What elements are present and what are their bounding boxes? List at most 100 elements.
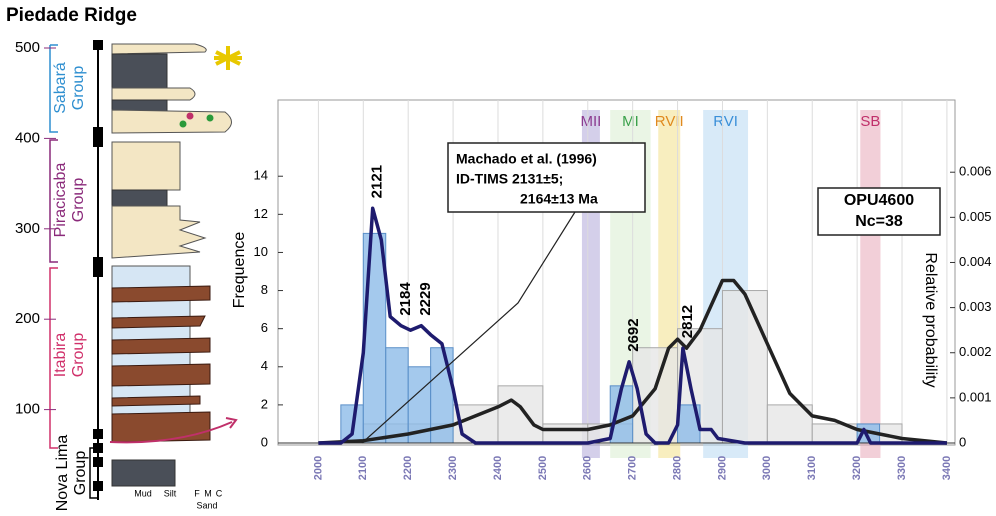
group-label: Group xyxy=(70,178,87,223)
layer xyxy=(111,87,196,101)
reference-text: ID-TIMS 2131±5; xyxy=(456,171,563,187)
y-tick-label: 4 xyxy=(261,358,268,373)
group-label: Piracicaba xyxy=(52,163,69,238)
layer xyxy=(111,141,181,191)
layer xyxy=(111,189,168,207)
clast xyxy=(186,112,194,120)
grain-label: F xyxy=(194,488,200,498)
band-label: RVII xyxy=(655,113,684,130)
group-label: Group xyxy=(70,333,87,378)
y-tick-label: 6 xyxy=(261,320,268,335)
y-tick-label: 0 xyxy=(261,434,268,449)
column-tick-label: 500 xyxy=(15,39,40,56)
y-tick-label: 10 xyxy=(254,244,268,259)
boundary-marker xyxy=(93,137,103,147)
layer xyxy=(111,53,168,89)
clast xyxy=(179,120,187,128)
x-tick-label: 2600 xyxy=(582,456,594,480)
leader-line xyxy=(361,211,576,444)
y2-tick-label: 0.006 xyxy=(959,164,992,179)
boundary-marker xyxy=(93,257,103,267)
band-label: RVI xyxy=(713,113,738,130)
x-tick-label: 3300 xyxy=(896,456,908,480)
grain-label: Silt xyxy=(164,488,177,498)
peak-label: 2812 xyxy=(679,305,696,338)
column-tick-label: 100 xyxy=(15,401,40,418)
histogram-bar xyxy=(721,290,768,444)
boundary-marker xyxy=(93,40,103,50)
boundary-marker xyxy=(93,127,103,137)
iron-formation xyxy=(111,285,211,443)
peak-label: 2229 xyxy=(417,282,434,315)
probability-curve xyxy=(318,206,947,445)
star xyxy=(214,46,242,70)
histogram-bar xyxy=(385,347,409,444)
x-tick-label: 3000 xyxy=(761,456,773,480)
x-tick-label: 2000 xyxy=(312,456,324,480)
group-label: Group xyxy=(70,66,87,111)
y-axis-title: Frequence xyxy=(231,232,248,309)
column-tick-label: 300 xyxy=(15,220,40,237)
y2-tick-label: 0.001 xyxy=(959,389,992,404)
band-label: MI xyxy=(622,113,639,130)
y-tick-label: 12 xyxy=(254,206,268,221)
boundary-marker xyxy=(93,443,103,453)
y-tick-label: 14 xyxy=(254,168,268,183)
y-tick-label: 2 xyxy=(261,396,268,411)
boundary-marker xyxy=(93,429,103,439)
peak-label: 2121 xyxy=(369,165,386,198)
boundary-marker xyxy=(93,481,103,491)
column-tick-label: 200 xyxy=(15,310,40,327)
histogram-bar xyxy=(497,385,544,444)
strat-column xyxy=(49,43,242,500)
y2-tick-label: 0 xyxy=(959,434,966,449)
group-label: Sabará xyxy=(52,62,69,114)
reference-box xyxy=(447,142,646,213)
histogram-bar xyxy=(766,404,813,444)
grain-label: Mud xyxy=(134,488,152,498)
boundary-marker xyxy=(93,267,103,277)
reference-text: Machado et al. (1996) xyxy=(456,151,597,167)
histogram-bar xyxy=(542,423,589,444)
y2-tick-label: 0.002 xyxy=(959,344,992,359)
group-bracket xyxy=(49,44,58,133)
layer xyxy=(111,109,232,134)
x-tick-label: 3100 xyxy=(806,456,818,480)
probability-curve xyxy=(318,278,948,445)
grain-label: M xyxy=(204,488,212,498)
x-tick-label: 2300 xyxy=(447,456,459,480)
group-label: Itabira xyxy=(52,333,69,378)
sample-text: Nc=38 xyxy=(855,213,903,230)
x-tick-label: 2500 xyxy=(537,456,549,480)
sample-text: OPU4600 xyxy=(844,192,914,209)
reference-band xyxy=(860,110,881,458)
band-label: SB xyxy=(860,113,880,130)
x-tick-label: 2100 xyxy=(357,456,369,480)
x-tick-label: 2800 xyxy=(671,456,683,480)
layer xyxy=(111,205,207,259)
figure-title: Piedade Ridge xyxy=(6,5,137,26)
group-bracket xyxy=(49,139,58,263)
y2-tick-label: 0.003 xyxy=(959,299,992,314)
boundary-marker xyxy=(93,457,103,467)
reference-text: 2164±13 Ma xyxy=(520,191,598,207)
arrow-head xyxy=(225,417,238,429)
group-bracket xyxy=(49,267,58,449)
band-label: MII xyxy=(580,113,601,130)
peak-label: 2692 xyxy=(625,318,642,351)
x-tick-label: 2900 xyxy=(716,456,728,480)
histogram-bar xyxy=(362,232,387,444)
layer xyxy=(111,459,176,487)
x-tick-label: 3200 xyxy=(851,456,863,480)
y2-axis-title: Relative probability xyxy=(922,252,939,387)
y2-tick-label: 0.005 xyxy=(959,209,992,224)
y-tick-label: 8 xyxy=(261,282,268,297)
clast xyxy=(206,114,214,122)
group-label: Group xyxy=(72,451,89,496)
grain-label: C xyxy=(216,488,223,498)
x-tick-label: 3400 xyxy=(941,456,953,480)
peak-label: 2184 xyxy=(397,282,414,316)
grain-group-label: Sand xyxy=(196,500,217,510)
